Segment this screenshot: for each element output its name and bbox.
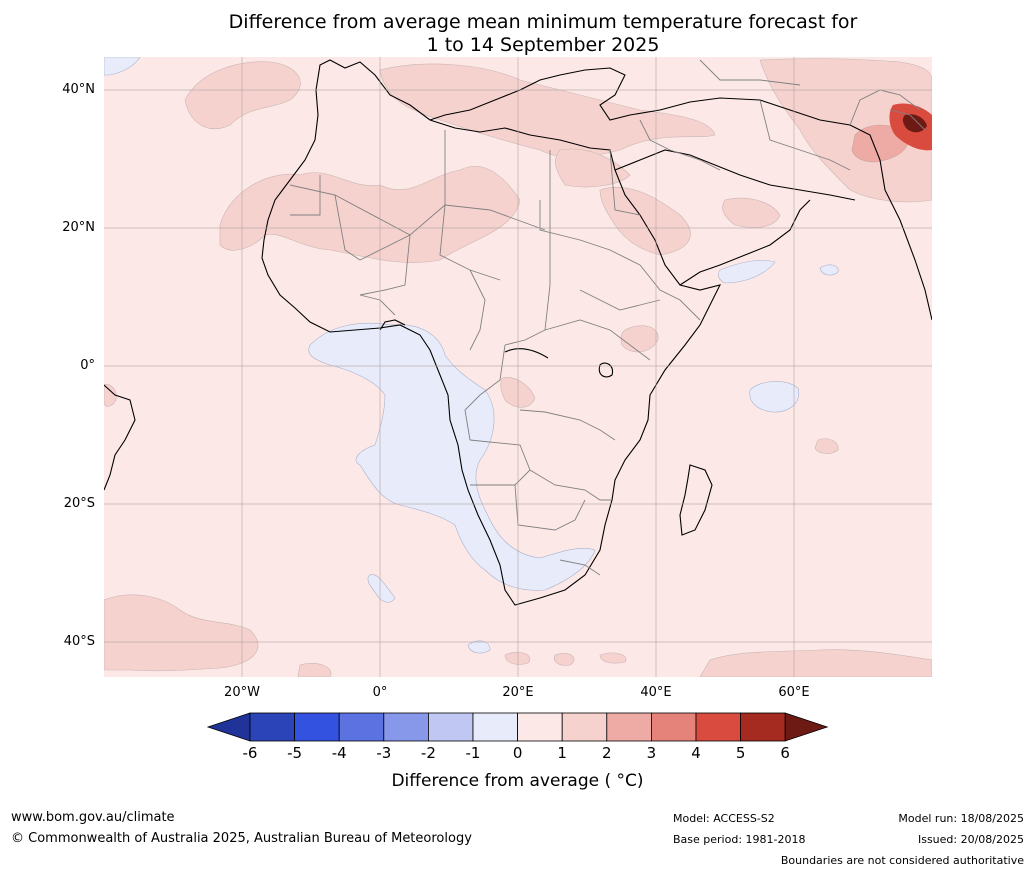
lon-label-40e: 40°E	[640, 685, 672, 700]
lat-label-20s: 20°S	[63, 496, 95, 511]
colorbar-tick-label: -4	[331, 744, 347, 762]
warm-anomaly-regions	[104, 58, 932, 677]
footer-website: www.bom.gov.au/climate	[11, 810, 175, 825]
lat-label-equator: 0°	[80, 358, 95, 373]
colorbar-tick-label: 4	[691, 744, 701, 762]
footer-model-run: Model run: 18/08/2025	[898, 812, 1024, 825]
lon-label-60e: 60°E	[778, 685, 810, 700]
warm-anomaly-peak	[902, 114, 927, 133]
map-title-line1: Difference from average mean minimum tem…	[228, 11, 858, 33]
colorbar-tick-label: 2	[602, 744, 612, 762]
lat-label-40n: 40°N	[62, 82, 95, 97]
colorbar-title: Difference from average ( °C)	[391, 771, 644, 791]
footer-issued: Issued: 20/08/2025	[917, 833, 1024, 846]
colorbar-tick-label: -2	[420, 744, 436, 762]
colorbar-tick-label: 1	[557, 744, 567, 762]
colorbar-tick-label: -1	[465, 744, 481, 762]
colorbar-tick-label: -5	[287, 744, 303, 762]
colorbar-tick-label: -6	[242, 744, 258, 762]
colorbar-tick-label: 6	[780, 744, 790, 762]
map-title-line2: 1 to 14 September 2025	[426, 34, 660, 56]
cool-anomaly-regions	[104, 57, 839, 654]
lat-label-40s: 40°S	[63, 634, 95, 649]
footer-base-period: Base period: 1981-2018	[673, 833, 806, 846]
footer-model: Model: ACCESS-S2	[673, 812, 775, 825]
lat-label-20n: 20°N	[62, 220, 95, 235]
lon-label-20w: 20°W	[224, 685, 260, 700]
lon-label-0: 0°	[372, 685, 388, 700]
colorbar-tick-label: 3	[646, 744, 657, 762]
colorbar-tick-label: 0	[512, 744, 523, 762]
footer-disclaimer: Boundaries are not considered authoritat…	[780, 854, 1024, 867]
lon-label-20e: 20°E	[502, 685, 534, 700]
colorbar-tick-label: -3	[376, 744, 392, 762]
colorbar-tick-label: 5	[735, 744, 746, 762]
graticule	[104, 57, 932, 677]
footer-copyright: © Commonwealth of Australia 2025, Austra…	[11, 831, 472, 846]
